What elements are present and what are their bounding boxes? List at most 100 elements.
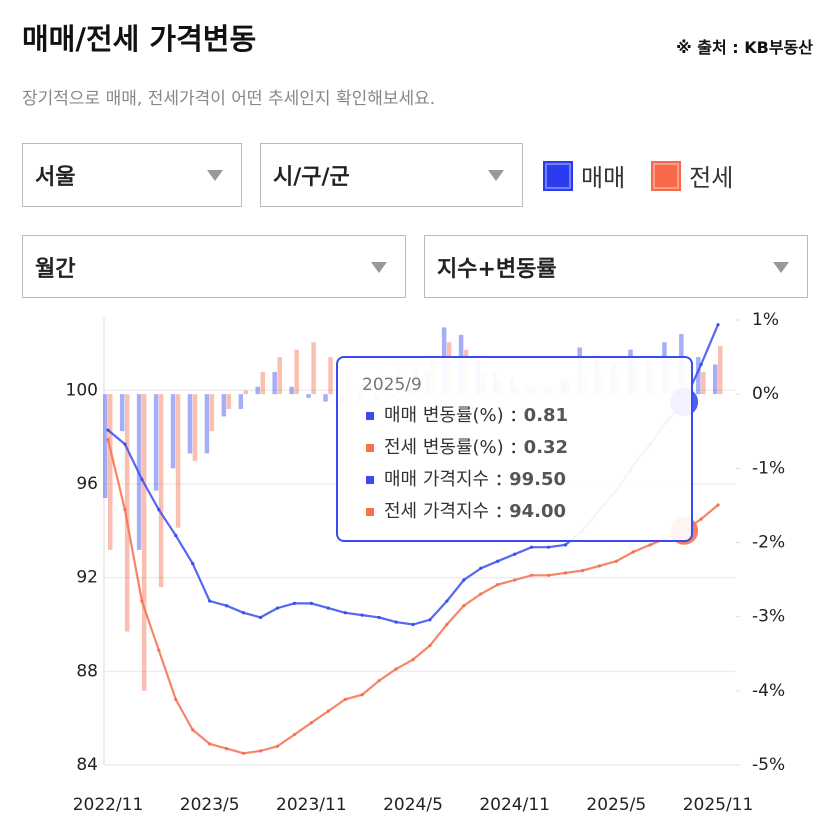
point (462, 578, 466, 582)
bar (645, 357, 650, 395)
bar (141, 394, 147, 691)
bar (413, 364, 418, 395)
tooltip-box (336, 356, 693, 542)
bar (170, 394, 176, 469)
bar (543, 386, 549, 395)
bar (599, 371, 604, 395)
hover-point (670, 387, 699, 416)
point (377, 679, 381, 683)
tooltip-value: 94.00 (509, 501, 566, 522)
point (597, 564, 601, 568)
bar (560, 379, 565, 395)
legend-swatch[interactable] (651, 160, 682, 191)
select-text: 시/구/군 (273, 165, 350, 190)
bar (136, 394, 142, 550)
y2-tick-label: -2% (752, 533, 785, 553)
bar (679, 334, 684, 395)
tooltip-swatch (366, 444, 374, 452)
legend-label[interactable]: 매매 (581, 164, 626, 192)
bar (323, 394, 328, 402)
point (140, 477, 144, 481)
bar (548, 386, 554, 395)
bar (260, 371, 265, 395)
y2-tick-label: -4% (752, 681, 785, 701)
y2-tick-label: -3% (752, 607, 785, 627)
point (546, 545, 551, 549)
colon-dot (497, 474, 501, 478)
bar (306, 394, 311, 398)
tooltip-swatch (366, 412, 374, 420)
point (513, 552, 517, 556)
mode-select[interactable]: 지수+변동률 (424, 235, 808, 298)
point (191, 728, 195, 732)
point (614, 489, 618, 493)
bar (565, 379, 570, 395)
dropdown-arrow (371, 261, 387, 273)
point (377, 615, 381, 620)
bar (221, 394, 227, 417)
colon-dot (512, 418, 516, 422)
colon-dot (497, 506, 501, 510)
subtitle: 장기적으로 매매, 전세가격이 어떤 추세인지 확인해보세요. (22, 89, 436, 109)
point (123, 442, 127, 446)
point (106, 437, 110, 442)
point (208, 742, 212, 746)
district-select[interactable]: 시/구/군 (260, 143, 523, 207)
colon-dot (512, 410, 516, 414)
select-text: 지수+변동률 (437, 256, 557, 282)
point (174, 533, 178, 538)
bar (311, 342, 316, 395)
x-tick-label: 2025/5 (586, 795, 646, 815)
y-tick-label: 84 (76, 755, 98, 775)
point (530, 545, 534, 549)
point (665, 536, 669, 540)
legend-label[interactable]: 전세 (689, 164, 734, 192)
bar (243, 390, 249, 395)
bar (391, 394, 396, 398)
bar (509, 379, 515, 395)
tooltip-swatch (366, 508, 374, 516)
point (343, 611, 347, 615)
bar (424, 371, 430, 395)
point (225, 604, 229, 608)
point (225, 747, 229, 751)
bar (718, 345, 723, 395)
point (631, 463, 635, 467)
point (157, 508, 161, 512)
point (411, 658, 415, 662)
point (394, 620, 398, 624)
bar (446, 342, 452, 395)
tooltip-value: 0.32 (524, 437, 568, 458)
point (496, 583, 500, 587)
point (241, 751, 246, 755)
point (309, 721, 313, 725)
bar (328, 357, 333, 395)
bar (492, 371, 498, 395)
y2-tick-label: -5% (752, 755, 785, 775)
bar (531, 386, 537, 395)
point (648, 543, 652, 547)
point (546, 573, 551, 577)
point (462, 604, 466, 608)
bar (187, 394, 193, 454)
tooltip-value: 99.50 (509, 469, 566, 490)
source-note: ※ 출처 : KB부동산 (676, 38, 813, 57)
bar (408, 386, 413, 395)
point (360, 613, 364, 617)
point (580, 529, 585, 533)
bar (362, 379, 367, 395)
point (123, 508, 127, 512)
period-select[interactable]: 월간 (22, 235, 406, 298)
tooltip-title: 2025/9 (362, 375, 422, 395)
point (445, 599, 449, 603)
select-text: 서울 (35, 165, 76, 190)
y2-tick-label: -1% (752, 458, 785, 478)
bar (514, 386, 520, 395)
region-select[interactable]: 서울 (22, 143, 242, 207)
point (479, 566, 483, 570)
bar (475, 357, 481, 395)
legend-swatch[interactable] (543, 160, 573, 191)
bar (526, 386, 532, 395)
bar (696, 357, 701, 395)
